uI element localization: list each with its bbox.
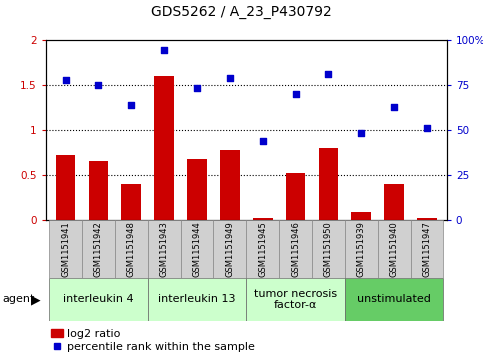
Text: GSM1151942: GSM1151942 <box>94 221 103 277</box>
Text: GSM1151947: GSM1151947 <box>423 221 431 277</box>
Bar <box>56 155 75 220</box>
Bar <box>253 218 272 220</box>
Bar <box>49 220 82 278</box>
Bar <box>187 159 207 220</box>
Point <box>325 71 332 77</box>
Bar <box>378 220 411 278</box>
Bar <box>155 76 174 220</box>
Text: tumor necrosis
factor-α: tumor necrosis factor-α <box>254 289 337 310</box>
Bar <box>411 220 443 278</box>
Bar <box>88 161 108 220</box>
Bar <box>384 184 404 220</box>
Bar <box>345 278 443 321</box>
Point <box>193 86 201 91</box>
Text: GSM1151943: GSM1151943 <box>160 221 169 277</box>
Bar <box>49 278 148 321</box>
Bar <box>286 173 305 220</box>
Point <box>357 130 365 136</box>
Bar <box>279 220 312 278</box>
Text: GSM1151944: GSM1151944 <box>193 221 201 277</box>
Text: GDS5262 / A_23_P430792: GDS5262 / A_23_P430792 <box>151 5 332 20</box>
Point <box>95 82 102 88</box>
Bar <box>115 220 148 278</box>
Text: GSM1151945: GSM1151945 <box>258 221 267 277</box>
Point <box>226 75 234 81</box>
Bar <box>312 220 345 278</box>
Bar <box>148 220 181 278</box>
Text: GSM1151948: GSM1151948 <box>127 221 136 277</box>
Text: GSM1151941: GSM1151941 <box>61 221 70 277</box>
Legend: log2 ratio, percentile rank within the sample: log2 ratio, percentile rank within the s… <box>52 329 255 352</box>
Bar <box>417 218 437 220</box>
Bar <box>246 220 279 278</box>
Text: interleukin 4: interleukin 4 <box>63 294 134 305</box>
Bar <box>121 184 141 220</box>
Bar <box>213 220 246 278</box>
Bar <box>246 278 345 321</box>
Point <box>160 47 168 53</box>
Text: GSM1151949: GSM1151949 <box>226 221 234 277</box>
Text: ▶: ▶ <box>31 293 41 306</box>
Bar <box>148 278 246 321</box>
Bar <box>319 148 338 220</box>
Point <box>390 105 398 110</box>
Text: GSM1151940: GSM1151940 <box>390 221 398 277</box>
Bar <box>220 150 240 220</box>
Text: GSM1151950: GSM1151950 <box>324 221 333 277</box>
Bar <box>82 220 115 278</box>
Text: agent: agent <box>2 294 35 305</box>
Text: GSM1151946: GSM1151946 <box>291 221 300 277</box>
Text: unstimulated: unstimulated <box>357 294 431 305</box>
Bar <box>181 220 213 278</box>
Point <box>259 138 267 143</box>
Point <box>423 125 431 131</box>
Point <box>292 91 299 97</box>
Bar <box>352 212 371 220</box>
Text: GSM1151939: GSM1151939 <box>357 221 366 277</box>
Text: interleukin 13: interleukin 13 <box>158 294 236 305</box>
Bar <box>345 220 378 278</box>
Point <box>128 102 135 107</box>
Point <box>62 77 70 83</box>
